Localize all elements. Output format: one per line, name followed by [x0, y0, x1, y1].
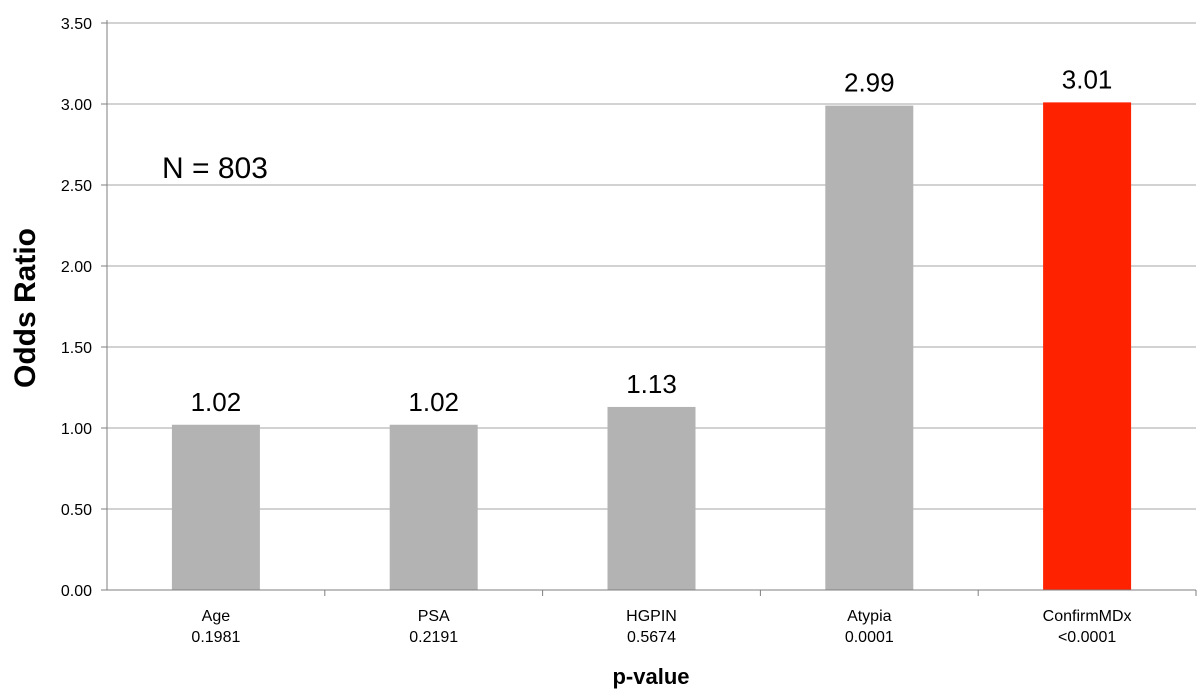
category-label-psa: PSA — [418, 608, 450, 625]
data-label-hgpin: 1.13 — [626, 369, 677, 399]
category-labels: Age 0.1981 PSA 0.2191 HGPIN 0.5674 Atypia 0.000… — [191, 590, 1197, 646]
category-label-age: Age — [202, 608, 231, 625]
y-tick-label: 0.50 — [61, 502, 92, 519]
data-label-confirmmdx: 3.01 — [1062, 64, 1113, 94]
y-tick-label: 0.00 — [61, 583, 92, 600]
pvalue-label-age: 0.1981 — [191, 629, 240, 646]
pvalue-label-confirmmdx: <0.0001 — [1058, 629, 1116, 646]
data-label-atypia: 2.99 — [844, 68, 895, 98]
bar-psa — [389, 424, 478, 590]
category-label-atypia: Atypia — [847, 608, 892, 625]
data-label-psa: 1.02 — [408, 387, 459, 417]
y-axis-ticks: 0.00 0.50 1.00 1.50 2.00 2.50 3.00 3.50 — [61, 16, 107, 600]
y-tick-label: 2.50 — [61, 178, 92, 195]
category-label-confirmmdx: ConfirmMDx — [1043, 608, 1132, 625]
sample-size-annotation: N = 803 — [162, 152, 268, 185]
y-axis-title: Odds Ratio — [9, 228, 42, 388]
bars — [171, 102, 1132, 591]
x-axis-title: p-value — [612, 664, 689, 689]
y-tick-label: 3.50 — [61, 16, 92, 33]
y-tick-label: 2.00 — [61, 259, 92, 276]
bar-confirmmdx — [1043, 102, 1132, 590]
category-label-hgpin: HGPIN — [626, 608, 677, 625]
pvalue-label-atypia: 0.0001 — [845, 629, 894, 646]
y-tick-label: 1.00 — [61, 421, 92, 438]
pvalue-label-psa: 0.2191 — [409, 629, 458, 646]
bar-age — [171, 424, 260, 590]
bar-hgpin — [607, 406, 696, 590]
gridlines — [107, 22, 1196, 510]
data-label-age: 1.02 — [191, 387, 242, 417]
y-tick-label: 1.50 — [61, 340, 92, 357]
pvalue-label-hgpin: 0.5674 — [627, 629, 676, 646]
bar-atypia — [825, 105, 914, 591]
y-tick-label: 3.00 — [61, 97, 92, 114]
data-labels: 1.02 1.02 1.13 2.99 3.01 — [191, 64, 1113, 416]
